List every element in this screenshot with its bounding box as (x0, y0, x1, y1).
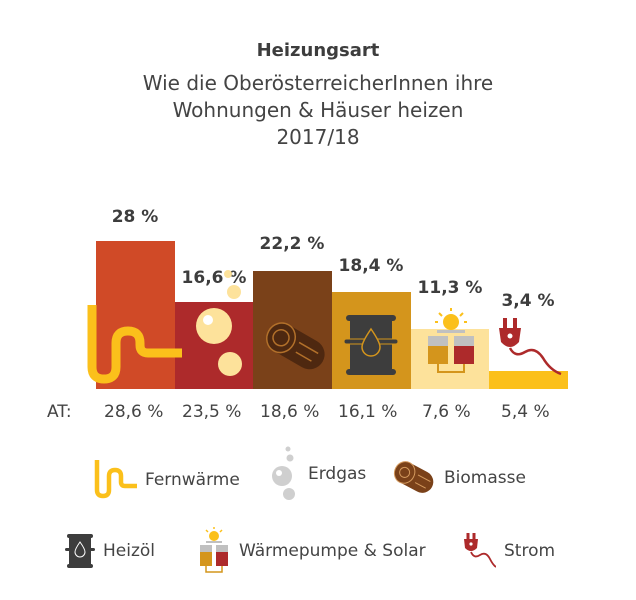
legend-label: Erdgas (308, 464, 367, 484)
legend-item-erdgas: Erdgas (270, 446, 366, 502)
subtitle-line-1: Wie die OberösterreicherInnen ihre (142, 71, 494, 95)
at-value: 16,1 % (338, 402, 398, 422)
at-value: 23,5 % (182, 402, 242, 422)
bar-fernwaerme (96, 241, 175, 389)
chart-subtitle: Wie die OberösterreicherInnen ihre Wohnu… (0, 70, 636, 151)
gas-bubbles-icon (196, 270, 242, 376)
log-icon (393, 461, 434, 493)
legend-label: Heizöl (103, 541, 156, 561)
chart-title: Heizungsart (256, 40, 380, 61)
value-label: 3,4 % (501, 291, 555, 311)
at-value: 5,4 % (501, 402, 550, 422)
legend-item-fernwaerme: Fernwärme (93, 460, 240, 500)
subtitle-line-2: Wohnungen & Häuser heizen (172, 98, 464, 122)
subtitle-line-3: 2017/18 (276, 125, 360, 149)
legend-label: Wärmepumpe & Solar (239, 541, 426, 561)
legend-label: Fernwärme (145, 470, 240, 490)
value-label: 28 % (111, 207, 159, 227)
legend-label: Strom (504, 541, 556, 561)
legend-item-heizoel: Heizöl (65, 534, 155, 568)
legend-item-waermepumpe-solar: Wärmepumpe & Solar (197, 527, 426, 575)
plug-icon (499, 318, 562, 376)
value-label: 11,3 % (417, 278, 483, 298)
legend-item-strom: Strom (462, 533, 555, 569)
log-icon (266, 322, 325, 370)
at-value: 28,6 % (104, 402, 164, 422)
oil-barrel-icon (65, 534, 95, 568)
value-label: 18,4 % (338, 256, 404, 276)
bar-waermepumpe-solar (411, 329, 489, 389)
value-label: 22,2 % (259, 234, 325, 254)
legend-item-biomasse: Biomasse (390, 458, 526, 498)
pipe-icon (87, 305, 182, 384)
bar-strom (489, 371, 568, 389)
legend-label: Biomasse (444, 468, 526, 488)
pipe-icon (94, 460, 137, 499)
heatpump-solar-icon (200, 527, 228, 573)
gas-bubbles-icon (272, 446, 295, 500)
plug-icon (464, 533, 496, 568)
oil-barrel-icon (343, 315, 399, 375)
at-value: 7,6 % (422, 402, 471, 422)
at-value: 18,6 % (260, 402, 320, 422)
at-label: AT: (47, 402, 72, 422)
heatpump-solar-icon (428, 308, 474, 373)
